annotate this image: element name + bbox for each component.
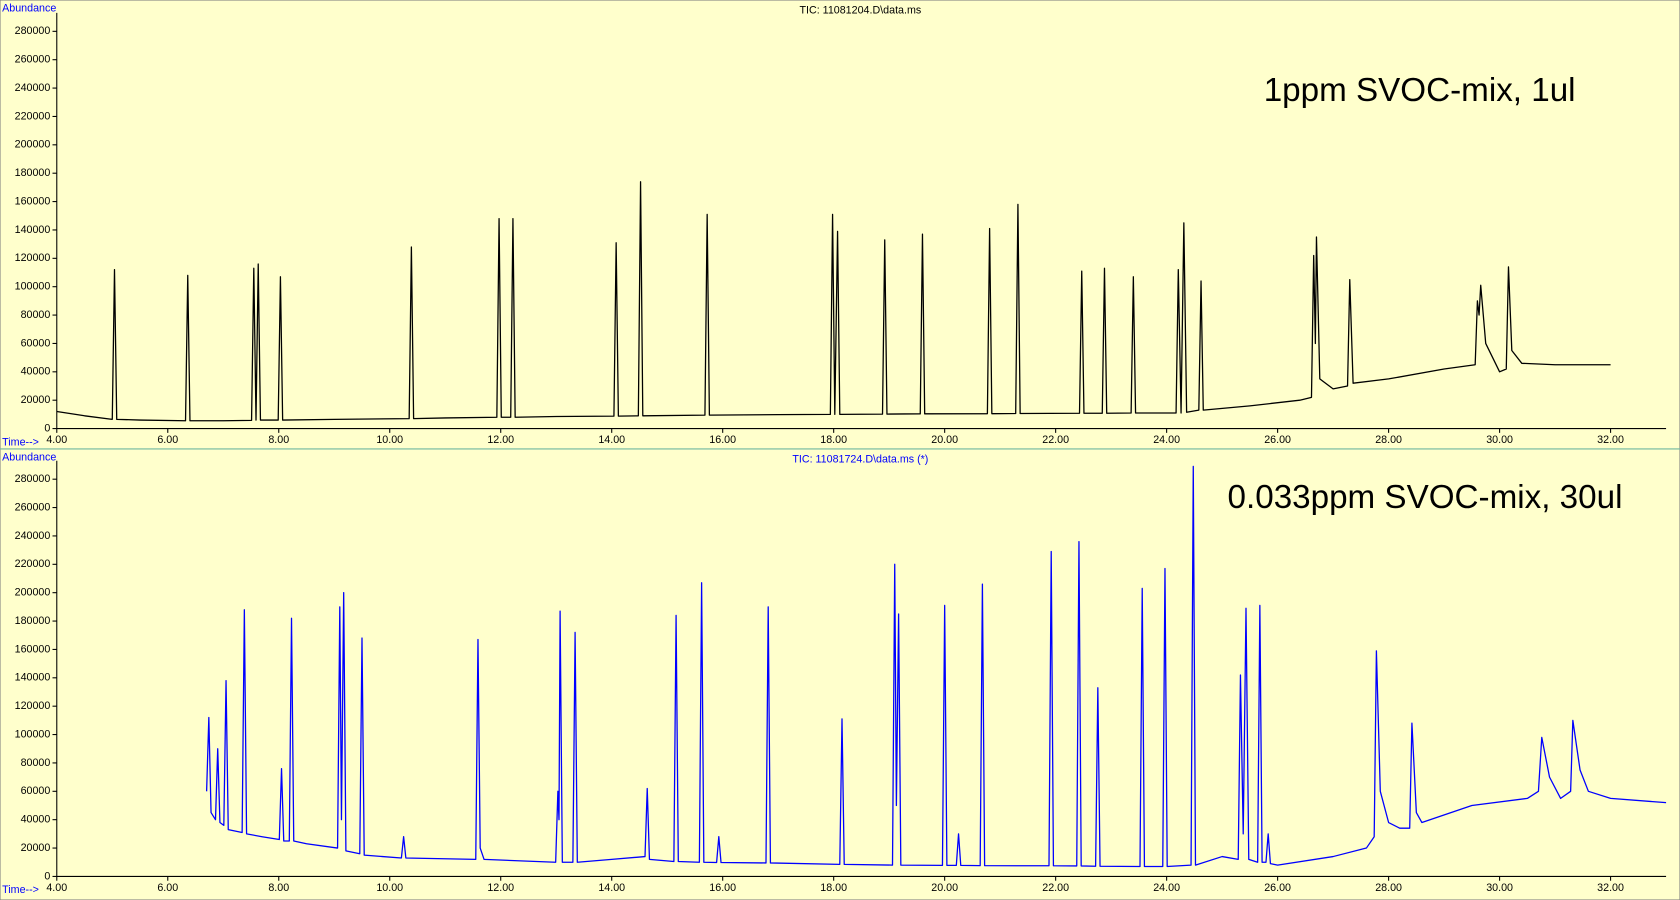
x-tick-label: 32.00 bbox=[1597, 434, 1624, 446]
y-tick-label: 220000 bbox=[15, 110, 51, 122]
x-tick-label: 18.00 bbox=[820, 882, 847, 894]
annotation: 0.033ppm SVOC-mix, 30ul bbox=[1228, 479, 1623, 516]
y-tick-label: 0 bbox=[44, 870, 50, 882]
annotation: 1ppm SVOC-mix, 1ul bbox=[1264, 72, 1576, 109]
y-tick-label: 100000 bbox=[15, 728, 51, 740]
x-tick-label: 20.00 bbox=[931, 882, 958, 894]
y-tick-label: 160000 bbox=[15, 195, 51, 207]
x-tick-label: 24.00 bbox=[1153, 882, 1180, 894]
x-tick-label: 16.00 bbox=[709, 434, 736, 446]
chart-title: TIC: 11081204.D\data.ms bbox=[799, 5, 921, 17]
x-tick-label: 24.00 bbox=[1153, 434, 1180, 446]
y-tick-label: 20000 bbox=[21, 394, 51, 406]
x-tick-label: 10.00 bbox=[376, 434, 403, 446]
trace bbox=[205, 465, 1667, 868]
x-tick-label: 4.00 bbox=[46, 434, 67, 446]
x-tick-label: 16.00 bbox=[709, 882, 736, 894]
y-tick-label: 120000 bbox=[15, 700, 51, 712]
y-tick-label: 200000 bbox=[15, 139, 51, 151]
x-tick-label: 26.00 bbox=[1264, 434, 1291, 446]
y-tick-label: 20000 bbox=[21, 842, 51, 854]
y-tick-label: 260000 bbox=[15, 54, 51, 66]
y-tick-label: 60000 bbox=[21, 785, 51, 797]
y-tick-label: 200000 bbox=[15, 587, 51, 599]
x-tick-label: 14.00 bbox=[598, 434, 625, 446]
chart-title: TIC: 11081724.D\data.ms (*) bbox=[792, 453, 928, 465]
y-tick-label: 40000 bbox=[21, 366, 51, 378]
y-tick-label: 40000 bbox=[21, 814, 51, 826]
y-tick-label: 100000 bbox=[15, 281, 51, 293]
y-tick-label: 240000 bbox=[15, 530, 51, 542]
x-tick-label: 22.00 bbox=[1042, 434, 1069, 446]
x-tick-label: 4.00 bbox=[46, 882, 67, 894]
y-axis-label: Abundance bbox=[2, 451, 56, 463]
trace bbox=[56, 181, 1611, 422]
y-tick-label: 0 bbox=[44, 422, 50, 434]
y-tick-label: 180000 bbox=[15, 615, 51, 627]
x-tick-label: 18.00 bbox=[820, 434, 847, 446]
x-tick-label: 8.00 bbox=[268, 882, 289, 894]
y-tick-label: 280000 bbox=[15, 473, 51, 485]
x-axis-label: Time--> bbox=[2, 884, 39, 896]
y-tick-label: 60000 bbox=[21, 337, 51, 349]
y-tick-label: 140000 bbox=[15, 672, 51, 684]
x-tick-label: 6.00 bbox=[157, 882, 178, 894]
x-tick-label: 20.00 bbox=[931, 434, 958, 446]
x-tick-label: 28.00 bbox=[1375, 434, 1402, 446]
x-tick-label: 8.00 bbox=[268, 434, 289, 446]
y-tick-label: 140000 bbox=[15, 224, 51, 236]
x-tick-label: 22.00 bbox=[1042, 882, 1069, 894]
x-tick-label: 12.00 bbox=[487, 434, 514, 446]
x-tick-label: 10.00 bbox=[376, 882, 403, 894]
y-tick-label: 120000 bbox=[15, 252, 51, 264]
y-tick-label: 80000 bbox=[21, 757, 51, 769]
y-tick-label: 80000 bbox=[21, 309, 51, 321]
x-tick-label: 12.00 bbox=[487, 882, 514, 894]
y-axis-label: Abundance bbox=[2, 2, 56, 14]
x-tick-label: 30.00 bbox=[1486, 434, 1513, 446]
x-tick-label: 26.00 bbox=[1264, 882, 1291, 894]
y-tick-label: 160000 bbox=[15, 643, 51, 655]
x-tick-label: 14.00 bbox=[598, 882, 625, 894]
y-tick-label: 220000 bbox=[15, 558, 51, 570]
y-tick-label: 280000 bbox=[15, 25, 51, 37]
x-tick-label: 6.00 bbox=[157, 434, 178, 446]
x-tick-label: 28.00 bbox=[1375, 882, 1402, 894]
y-tick-label: 260000 bbox=[15, 501, 51, 513]
x-tick-label: 32.00 bbox=[1597, 882, 1624, 894]
y-tick-label: 240000 bbox=[15, 82, 51, 94]
x-axis-label: Time--> bbox=[2, 436, 39, 448]
x-tick-label: 30.00 bbox=[1486, 882, 1513, 894]
y-tick-label: 180000 bbox=[15, 167, 51, 179]
